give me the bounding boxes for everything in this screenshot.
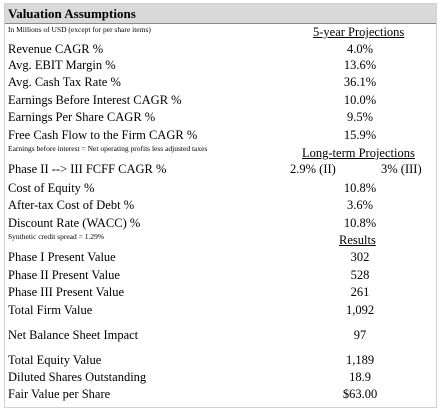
phase3-pv-value: 261 (350, 285, 370, 299)
ebi-note: Earnings before interest = Net operating… (8, 144, 208, 153)
ebi-cagr-label: Earnings Before Interest CAGR % (8, 93, 182, 107)
results-header: Results (339, 233, 376, 247)
eps-cagr-label: Earnings Per Share CAGR % (8, 110, 156, 124)
phase3-cagr-label: Phase II --> III FCFF CAGR % (8, 162, 167, 176)
fcff-cagr-value: 15.9% (343, 128, 377, 142)
fair-value-label: Fair Value per Share (8, 387, 111, 401)
phase3-growth-value: 3% (III) (381, 162, 422, 176)
cost-of-debt-label: After-tax Cost of Debt % (8, 198, 135, 212)
fcff-cagr-label: Free Cash Flow to the Firm CAGR % (8, 128, 198, 142)
wacc-value: 10.8% (343, 216, 377, 230)
five-year-header: 5-year Projections (313, 25, 405, 39)
ebit-margin-value: 13.6% (343, 58, 377, 72)
total-firm-value-value: 1,092 (345, 303, 375, 317)
total-firm-value-label: Total Firm Value (8, 303, 93, 317)
phase1-pv-label: Phase I Present Value (8, 250, 116, 264)
panel-title: Valuation Assumptions (8, 6, 136, 21)
revenue-cagr-value: 4.0% (346, 42, 374, 56)
cost-of-equity-label: Cost of Equity % (8, 181, 95, 195)
phase2-pv-label: Phase II Present Value (8, 268, 120, 282)
diluted-shares-label: Diluted Shares Outstanding (8, 370, 147, 384)
ebit-margin-label: Avg. EBIT Margin % (8, 58, 116, 72)
valuation-assumptions-panel: Valuation Assumptions In Millions of USD… (4, 3, 437, 408)
phase3-pv-label: Phase III Present Value (8, 285, 125, 299)
longterm-header: Long-term Projections (302, 146, 415, 160)
revenue-cagr-label: Revenue CAGR % (8, 42, 104, 56)
fair-value-value: $63.00 (342, 387, 378, 401)
diluted-shares-value: 18.9 (349, 370, 371, 384)
net-bs-impact-label: Net Balance Sheet Impact (8, 328, 139, 342)
unit-note: In Millions of USD (except for per share… (8, 25, 151, 34)
net-bs-impact-value: 97 (353, 328, 367, 342)
title-bar: Valuation Assumptions (5, 4, 436, 24)
cash-tax-value: 36.1% (343, 75, 377, 89)
cost-of-equity-value: 10.8% (343, 181, 377, 195)
phase2-pv-value: 528 (350, 268, 370, 282)
total-equity-value: 1,189 (345, 353, 375, 367)
cost-of-debt-value: 3.6% (346, 198, 374, 212)
phase1-pv-value: 302 (350, 250, 370, 264)
cash-tax-label: Avg. Cash Tax Rate % (8, 75, 121, 89)
total-equity-label: Total Equity Value (8, 353, 102, 367)
phase2-growth-value: 2.9% (II) (290, 162, 336, 176)
wacc-label: Discount Rate (WACC) % (8, 216, 141, 230)
spread-note: Synthetic credit spread = 1.29% (8, 232, 105, 241)
eps-cagr-value: 9.5% (346, 110, 374, 124)
ebi-cagr-value: 10.0% (343, 93, 377, 107)
